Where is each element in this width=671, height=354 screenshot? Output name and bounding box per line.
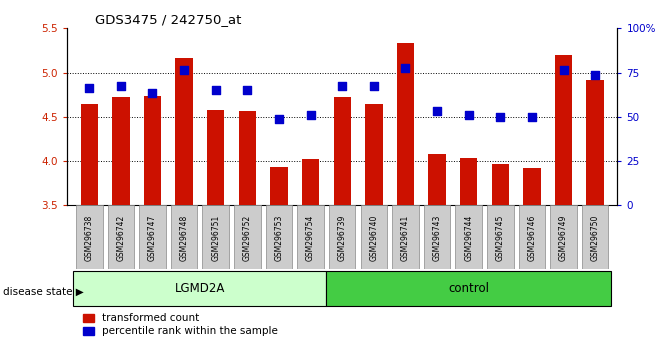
FancyBboxPatch shape: [171, 205, 197, 269]
Point: [147, 90, 158, 96]
FancyBboxPatch shape: [107, 205, 134, 269]
FancyBboxPatch shape: [297, 205, 324, 269]
Bar: [428, 154, 446, 205]
Point: [242, 87, 253, 93]
Text: LGMD2A: LGMD2A: [174, 282, 225, 295]
FancyBboxPatch shape: [234, 205, 260, 269]
Point: [274, 116, 285, 121]
Bar: [460, 159, 477, 205]
Point: [558, 67, 569, 73]
Bar: [397, 44, 414, 205]
Bar: [81, 103, 98, 205]
FancyBboxPatch shape: [76, 205, 103, 269]
Bar: [207, 110, 224, 205]
Point: [84, 85, 95, 91]
Text: disease state ▶: disease state ▶: [3, 287, 84, 297]
Bar: [270, 167, 288, 205]
Point: [305, 112, 316, 118]
Text: GSM296746: GSM296746: [527, 215, 536, 261]
Point: [590, 73, 601, 78]
Bar: [112, 97, 130, 205]
Text: GSM296748: GSM296748: [180, 215, 189, 261]
Bar: [492, 164, 509, 205]
Text: GSM296742: GSM296742: [116, 215, 125, 261]
Bar: [586, 80, 604, 205]
Bar: [523, 168, 541, 205]
Text: GSM296739: GSM296739: [338, 215, 347, 261]
FancyBboxPatch shape: [582, 205, 609, 269]
Text: GSM296743: GSM296743: [433, 215, 442, 261]
Text: GSM296744: GSM296744: [464, 215, 473, 261]
FancyBboxPatch shape: [139, 205, 166, 269]
FancyBboxPatch shape: [329, 205, 356, 269]
Legend: transformed count, percentile rank within the sample: transformed count, percentile rank withi…: [83, 313, 278, 336]
FancyBboxPatch shape: [456, 205, 482, 269]
Point: [368, 83, 379, 89]
Bar: [302, 159, 319, 205]
FancyBboxPatch shape: [519, 205, 546, 269]
Text: GSM296738: GSM296738: [85, 215, 94, 261]
Text: GSM296745: GSM296745: [496, 215, 505, 261]
Text: GSM296751: GSM296751: [211, 215, 220, 261]
Bar: [365, 103, 382, 205]
FancyBboxPatch shape: [203, 205, 229, 269]
Text: GSM296740: GSM296740: [369, 215, 378, 261]
Bar: [239, 110, 256, 205]
FancyBboxPatch shape: [392, 205, 419, 269]
FancyBboxPatch shape: [424, 205, 450, 269]
Bar: [144, 96, 161, 205]
Text: control: control: [448, 282, 489, 295]
Point: [495, 114, 506, 120]
FancyBboxPatch shape: [487, 205, 513, 269]
Point: [178, 67, 189, 73]
Point: [210, 87, 221, 93]
Text: GSM296752: GSM296752: [243, 215, 252, 261]
Point: [337, 83, 348, 89]
Bar: [555, 55, 572, 205]
Point: [115, 83, 126, 89]
Text: GDS3475 / 242750_at: GDS3475 / 242750_at: [95, 13, 241, 26]
Text: GSM296741: GSM296741: [401, 215, 410, 261]
Text: GSM296754: GSM296754: [306, 215, 315, 261]
FancyBboxPatch shape: [360, 205, 387, 269]
Bar: [175, 58, 193, 205]
Bar: [73, 271, 326, 306]
Text: GSM296753: GSM296753: [274, 215, 283, 261]
FancyBboxPatch shape: [550, 205, 577, 269]
Text: GSM296749: GSM296749: [559, 215, 568, 261]
Point: [431, 108, 442, 113]
Point: [527, 114, 537, 120]
Text: GSM296750: GSM296750: [590, 215, 600, 261]
Text: GSM296747: GSM296747: [148, 215, 157, 261]
FancyBboxPatch shape: [266, 205, 293, 269]
Point: [464, 112, 474, 118]
Point: [400, 65, 411, 71]
Bar: [326, 271, 611, 306]
Bar: [333, 97, 351, 205]
